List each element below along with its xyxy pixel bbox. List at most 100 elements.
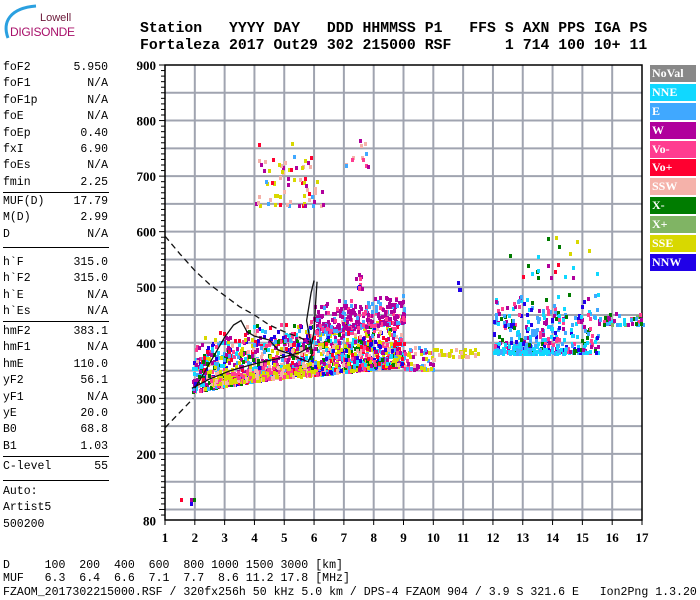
echo-point bbox=[457, 281, 460, 285]
echo-point bbox=[542, 309, 545, 313]
echo-point bbox=[222, 364, 225, 368]
echo-point bbox=[196, 345, 199, 349]
echo-point bbox=[545, 298, 548, 302]
parameter-value: 56.1 bbox=[80, 374, 108, 388]
echo-point bbox=[597, 345, 600, 349]
echo-point bbox=[328, 348, 331, 352]
echo-point bbox=[226, 375, 229, 379]
parameter-section: Auto: Artist5 500200 bbox=[3, 484, 108, 533]
echo-point bbox=[220, 356, 223, 360]
echo-point bbox=[254, 340, 257, 344]
echo-point bbox=[263, 350, 266, 354]
echo-point bbox=[536, 345, 539, 349]
parameter-value: 315.0 bbox=[73, 272, 108, 286]
echo-point bbox=[314, 347, 317, 351]
echo-point bbox=[347, 331, 350, 335]
echo-point bbox=[249, 372, 252, 376]
echo-point bbox=[296, 339, 299, 343]
echo-point bbox=[359, 139, 362, 143]
echo-point bbox=[196, 360, 199, 364]
echo-point bbox=[228, 354, 231, 358]
echo-point bbox=[252, 358, 255, 362]
echo-point bbox=[554, 352, 557, 356]
echo-point bbox=[283, 190, 286, 194]
parameter-label: Artist5 bbox=[3, 501, 52, 515]
echo-point bbox=[392, 321, 395, 325]
parameter-row: foE N/A bbox=[3, 109, 108, 125]
echo-point bbox=[309, 326, 312, 330]
echo-point bbox=[321, 332, 324, 336]
muf-value: 6.6 bbox=[113, 572, 135, 585]
echo-point bbox=[215, 345, 218, 349]
echo-point bbox=[320, 305, 323, 309]
header-value: 2017 bbox=[229, 38, 265, 54]
echo-point bbox=[305, 373, 308, 377]
echo-point bbox=[504, 343, 507, 347]
echo-point bbox=[598, 322, 601, 326]
echo-point bbox=[320, 352, 323, 356]
echo-point bbox=[236, 347, 239, 351]
echo-point bbox=[231, 344, 234, 348]
echo-point bbox=[202, 378, 205, 382]
parameter-label: hmF1 bbox=[3, 341, 31, 355]
echo-point bbox=[338, 326, 341, 330]
echo-point bbox=[518, 313, 521, 317]
echo-point bbox=[206, 357, 209, 361]
echo-point bbox=[229, 378, 232, 382]
parameter-label: fmin bbox=[3, 175, 31, 189]
echo-point bbox=[550, 276, 553, 280]
echo-point bbox=[327, 336, 330, 340]
echo-point bbox=[537, 342, 540, 346]
echo-point bbox=[283, 375, 286, 379]
echo-point bbox=[396, 348, 399, 352]
echo-point bbox=[349, 317, 352, 321]
echo-point bbox=[391, 349, 394, 353]
echo-point bbox=[508, 345, 511, 349]
echo-point bbox=[295, 333, 298, 337]
y-tick-label: 400 bbox=[137, 336, 157, 351]
echo-point bbox=[420, 352, 423, 356]
echo-point bbox=[265, 180, 268, 184]
echo-point bbox=[369, 339, 372, 343]
echo-point bbox=[349, 313, 352, 317]
echo-point bbox=[308, 198, 311, 202]
echo-point bbox=[222, 384, 225, 388]
echo-point bbox=[305, 330, 308, 334]
echo-point bbox=[338, 333, 341, 337]
echo-point bbox=[334, 312, 337, 316]
header-value: 10+ bbox=[593, 38, 621, 54]
echo-point bbox=[587, 332, 590, 336]
echo-point bbox=[211, 361, 214, 365]
echo-point bbox=[223, 358, 226, 362]
echo-point bbox=[372, 363, 375, 367]
echo-point bbox=[635, 317, 638, 321]
echo-point bbox=[287, 338, 290, 342]
echo-point bbox=[367, 366, 370, 370]
echo-point bbox=[563, 307, 566, 311]
echo-point bbox=[376, 365, 379, 369]
echo-point bbox=[320, 204, 323, 208]
echo-point bbox=[520, 299, 523, 303]
echo-point bbox=[217, 371, 220, 375]
echo-point bbox=[534, 329, 537, 333]
echo-point bbox=[251, 379, 254, 383]
echo-point bbox=[536, 328, 539, 332]
echo-point bbox=[458, 288, 461, 292]
echo-point bbox=[415, 367, 418, 371]
echo-point bbox=[558, 314, 561, 318]
echo-point bbox=[353, 311, 356, 315]
echo-point bbox=[590, 345, 593, 349]
echo-point bbox=[289, 338, 292, 342]
echo-point bbox=[320, 315, 323, 319]
echo-point bbox=[369, 367, 372, 371]
parameter-label: yF2 bbox=[3, 374, 24, 388]
echo-point bbox=[508, 314, 511, 318]
echo-point bbox=[322, 372, 325, 376]
echo-point bbox=[389, 305, 392, 309]
echo-point bbox=[570, 331, 573, 335]
echo-point bbox=[551, 350, 554, 354]
echo-point bbox=[348, 344, 351, 348]
echo-point bbox=[588, 310, 591, 314]
header-value: 714 bbox=[522, 38, 550, 54]
echo-point bbox=[527, 264, 530, 268]
